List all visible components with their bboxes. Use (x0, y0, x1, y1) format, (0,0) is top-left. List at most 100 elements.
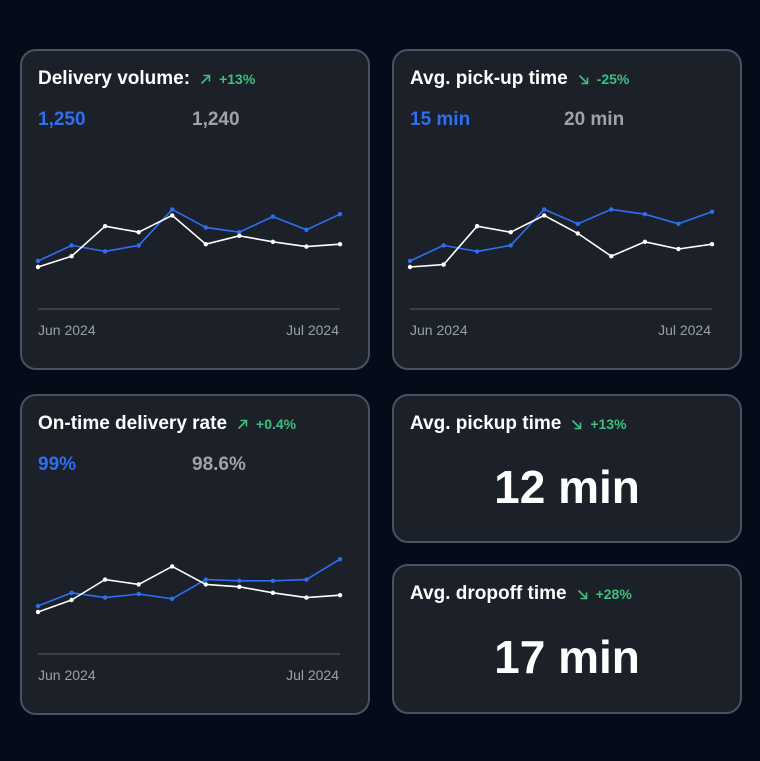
data-point (136, 591, 141, 597)
delta-badge: -25% (578, 71, 630, 87)
data-point (609, 207, 614, 212)
data-point (709, 209, 715, 214)
data-point (508, 230, 513, 235)
x-axis-start-label: Jun 2024 (38, 667, 96, 683)
delta-value: +13% (219, 71, 256, 87)
delta-value: +0.4% (256, 416, 297, 432)
series-line-previous (37, 565, 341, 613)
data-point (270, 590, 276, 595)
current-value: 15 min (410, 109, 471, 130)
card-title: On-time delivery rate (38, 413, 228, 434)
data-point (203, 582, 208, 587)
data-point (642, 239, 648, 244)
series-line-current (37, 558, 341, 607)
current-value: 1,250 (38, 109, 86, 130)
ontime-delivery-rate-card: On-time delivery rate +0.4% 99% 98.6% Ju… (20, 394, 370, 715)
delta-badge: +28% (577, 586, 632, 602)
card-title-row: Avg. pick-up time -25% (410, 68, 629, 90)
dropoff-time-kpi-card: Avg. dropoff time +28% 17 min (392, 564, 742, 714)
arrow-down-right-icon (571, 419, 582, 430)
card-title-row: Avg. pickup time +13% (410, 413, 627, 435)
data-point (203, 242, 208, 247)
data-point (441, 243, 446, 248)
data-point (304, 577, 309, 582)
data-point (136, 243, 141, 248)
data-point (407, 264, 413, 270)
delta-badge: +13% (571, 416, 627, 432)
data-point (69, 597, 74, 603)
card-title-row: Avg. dropoff time +28% (410, 583, 632, 605)
data-point (337, 242, 343, 247)
card-title: Delivery volume: (38, 68, 191, 89)
data-point (136, 582, 141, 587)
card-title-row: On-time delivery rate +0.4% (38, 413, 296, 435)
data-point (170, 596, 175, 601)
data-point (35, 264, 41, 270)
pickup-time-chart-card: Avg. pick-up time -25% 15 min 20 min Jun… (392, 49, 742, 370)
data-point (69, 590, 74, 595)
data-point (337, 593, 343, 598)
data-point (69, 243, 74, 248)
series-line-previous (37, 214, 341, 268)
data-point (35, 603, 41, 609)
card-title: Avg. dropoff time (410, 583, 567, 604)
data-point (203, 577, 208, 582)
delta-value: -25% (596, 71, 630, 87)
data-point (304, 595, 309, 600)
data-point (270, 578, 276, 583)
data-point (170, 207, 175, 212)
data-point (575, 221, 580, 226)
data-point (270, 239, 276, 244)
line-chart (35, 557, 343, 655)
data-point (102, 249, 108, 254)
arrow-down-right-icon (577, 589, 588, 600)
data-point (69, 254, 74, 259)
data-point (170, 564, 175, 569)
data-point (642, 212, 648, 217)
data-point (542, 213, 547, 218)
x-axis-end-label: Jul 2024 (658, 322, 711, 338)
previous-value: 98.6% (192, 454, 246, 475)
data-point (102, 224, 108, 229)
card-title: Avg. pickup time (410, 413, 562, 434)
data-point (676, 246, 681, 252)
data-point (575, 231, 580, 236)
series-line-current (37, 208, 341, 262)
data-point (337, 212, 343, 217)
line-chart (35, 207, 343, 310)
x-axis-start-label: Jun 2024 (410, 322, 468, 338)
data-point (102, 595, 108, 600)
data-point (237, 584, 242, 589)
data-point (237, 230, 242, 235)
delta-value: +13% (590, 416, 627, 432)
arrow-down-right-icon (578, 74, 589, 85)
data-point (102, 577, 108, 582)
data-point (441, 262, 446, 267)
pickup-time-kpi-card: Avg. pickup time +13% 12 min (392, 394, 742, 543)
previous-value: 1,240 (192, 109, 240, 130)
data-point (203, 225, 208, 230)
data-point (35, 609, 41, 615)
card-title-row: Delivery volume: +13% (38, 68, 255, 90)
kpi-value: 17 min (494, 631, 640, 683)
arrow-up-right-icon (237, 419, 248, 430)
x-axis-end-label: Jul 2024 (286, 322, 339, 338)
data-point (337, 557, 343, 562)
data-point (474, 249, 480, 254)
data-point (136, 230, 141, 235)
series-line-previous (409, 214, 713, 268)
data-point (237, 578, 242, 583)
delivery-volume-card: Delivery volume: +13% 1,250 1,240 Jun 20… (20, 49, 370, 370)
data-point (542, 207, 547, 212)
data-point (304, 244, 309, 249)
data-point (237, 233, 242, 238)
data-point (508, 243, 513, 248)
card-title: Avg. pick-up time (410, 68, 568, 89)
delta-badge: +0.4% (237, 416, 296, 432)
data-point (35, 258, 41, 264)
x-axis-end-label: Jul 2024 (286, 667, 339, 683)
data-point (709, 242, 715, 247)
data-point (474, 224, 480, 229)
data-point (270, 214, 276, 219)
data-point (304, 227, 309, 232)
